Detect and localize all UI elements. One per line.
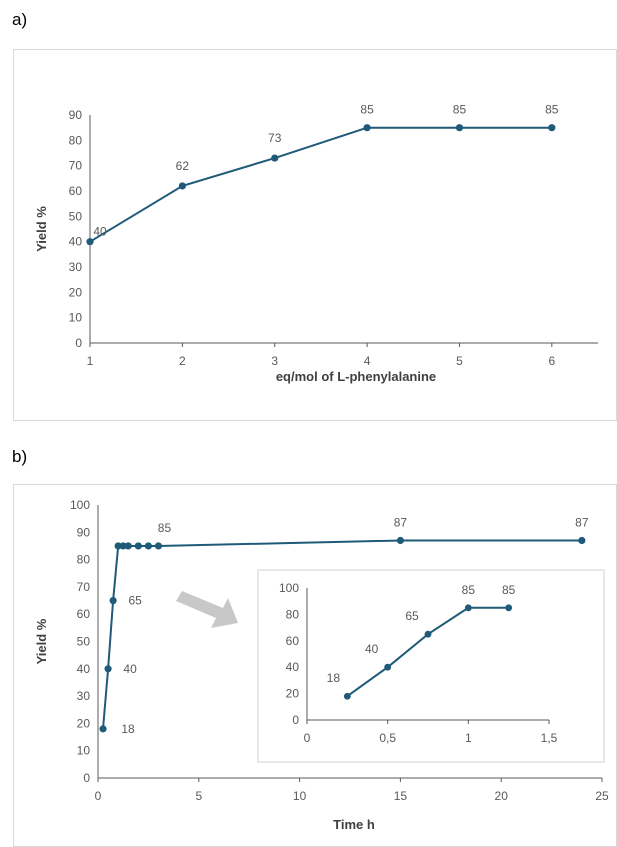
x-axis-title: Time h bbox=[333, 817, 375, 832]
data-point bbox=[548, 124, 556, 132]
data-point bbox=[114, 542, 122, 550]
panel-label-b: b) bbox=[12, 447, 28, 466]
y-tick-label: 0 bbox=[75, 336, 82, 350]
y-tick-label: 80 bbox=[77, 553, 91, 567]
panel-label-a: a) bbox=[12, 10, 28, 29]
data-point bbox=[86, 238, 94, 246]
data-label: 40 bbox=[93, 225, 107, 239]
y-tick-label: 90 bbox=[77, 525, 91, 539]
y-tick-label: 30 bbox=[77, 689, 91, 703]
x-tick-label: 4 bbox=[364, 354, 371, 368]
y-tick-label: 60 bbox=[77, 607, 91, 621]
data-label: 40 bbox=[123, 662, 137, 676]
data-label: 87 bbox=[575, 515, 589, 529]
arrow-icon bbox=[176, 591, 238, 628]
data-point bbox=[144, 542, 152, 550]
y-tick-label: 90 bbox=[69, 108, 83, 122]
data-label: 85 bbox=[360, 103, 374, 117]
data-point bbox=[154, 542, 163, 550]
y-tick-label: 60 bbox=[286, 634, 300, 648]
data-point bbox=[396, 536, 404, 545]
y-tick-label: 60 bbox=[69, 184, 83, 198]
data-label: 85 bbox=[462, 583, 476, 597]
x-axis-title: eq/mol of L-phenylalanine bbox=[276, 369, 436, 384]
y-tick-label: 50 bbox=[69, 209, 83, 223]
x-tick-label: 1 bbox=[465, 731, 472, 745]
data-label: 87 bbox=[394, 515, 408, 529]
y-tick-label: 80 bbox=[286, 607, 300, 621]
y-tick-label: 0 bbox=[83, 771, 90, 785]
y-axis-title: Yield % bbox=[34, 618, 49, 664]
data-point bbox=[124, 542, 132, 550]
y-tick-label: 40 bbox=[77, 662, 91, 676]
x-tick-label: 15 bbox=[394, 789, 408, 803]
data-label: 65 bbox=[128, 594, 142, 608]
x-tick-label: 5 bbox=[456, 354, 463, 368]
y-tick-label: 100 bbox=[70, 498, 90, 512]
x-tick-label: 10 bbox=[293, 789, 307, 803]
x-tick-label: 25 bbox=[595, 789, 609, 803]
y-tick-label: 100 bbox=[279, 581, 299, 595]
data-label: 65 bbox=[405, 609, 419, 623]
data-point bbox=[99, 725, 107, 733]
y-tick-label: 50 bbox=[77, 635, 91, 649]
y-tick-label: 20 bbox=[77, 716, 91, 730]
data-point bbox=[119, 542, 127, 550]
y-tick-label: 20 bbox=[69, 285, 83, 299]
y-axis-title: Yield % bbox=[34, 206, 49, 252]
data-label: 85 bbox=[545, 103, 559, 117]
data-point bbox=[384, 663, 392, 671]
series-line bbox=[89, 126, 552, 243]
data-point bbox=[104, 665, 112, 673]
data-point bbox=[271, 154, 279, 162]
data-point bbox=[109, 596, 117, 605]
x-tick-label: 20 bbox=[495, 789, 509, 803]
data-label: 73 bbox=[268, 131, 282, 145]
data-point bbox=[464, 604, 472, 612]
data-label: 40 bbox=[365, 642, 379, 656]
data-label: 18 bbox=[121, 722, 135, 736]
data-point bbox=[178, 182, 186, 190]
inset-box bbox=[257, 569, 605, 763]
x-tick-label: 2 bbox=[179, 354, 186, 368]
data-point bbox=[505, 604, 513, 612]
y-tick-label: 10 bbox=[77, 744, 91, 758]
x-tick-label: 1 bbox=[87, 354, 94, 368]
data-label: 85 bbox=[453, 103, 467, 117]
data-point bbox=[343, 692, 351, 700]
y-tick-label: 80 bbox=[69, 133, 83, 147]
x-tick-label: 6 bbox=[548, 354, 555, 368]
y-tick-label: 40 bbox=[286, 660, 300, 674]
data-point bbox=[424, 630, 432, 638]
x-tick-label: 0 bbox=[304, 731, 311, 745]
x-tick-label: 0 bbox=[95, 789, 102, 803]
y-tick-label: 10 bbox=[69, 311, 83, 325]
x-tick-label: 3 bbox=[271, 354, 278, 368]
data-label: 18 bbox=[327, 671, 341, 685]
data-point bbox=[363, 124, 371, 132]
y-tick-label: 40 bbox=[69, 235, 83, 249]
data-point bbox=[134, 542, 142, 550]
data-point bbox=[455, 124, 464, 132]
y-tick-label: 0 bbox=[292, 713, 299, 727]
data-label: 62 bbox=[176, 159, 190, 173]
x-tick-label: 0,5 bbox=[379, 731, 396, 745]
x-tick-label: 5 bbox=[195, 789, 202, 803]
data-label: 85 bbox=[158, 521, 172, 535]
y-tick-label: 30 bbox=[69, 260, 83, 274]
y-tick-label: 70 bbox=[69, 159, 83, 173]
y-tick-label: 70 bbox=[77, 580, 91, 594]
data-point bbox=[578, 536, 586, 545]
x-tick-label: 1,5 bbox=[541, 731, 558, 745]
data-label: 85 bbox=[502, 583, 516, 597]
y-tick-label: 20 bbox=[286, 687, 300, 701]
